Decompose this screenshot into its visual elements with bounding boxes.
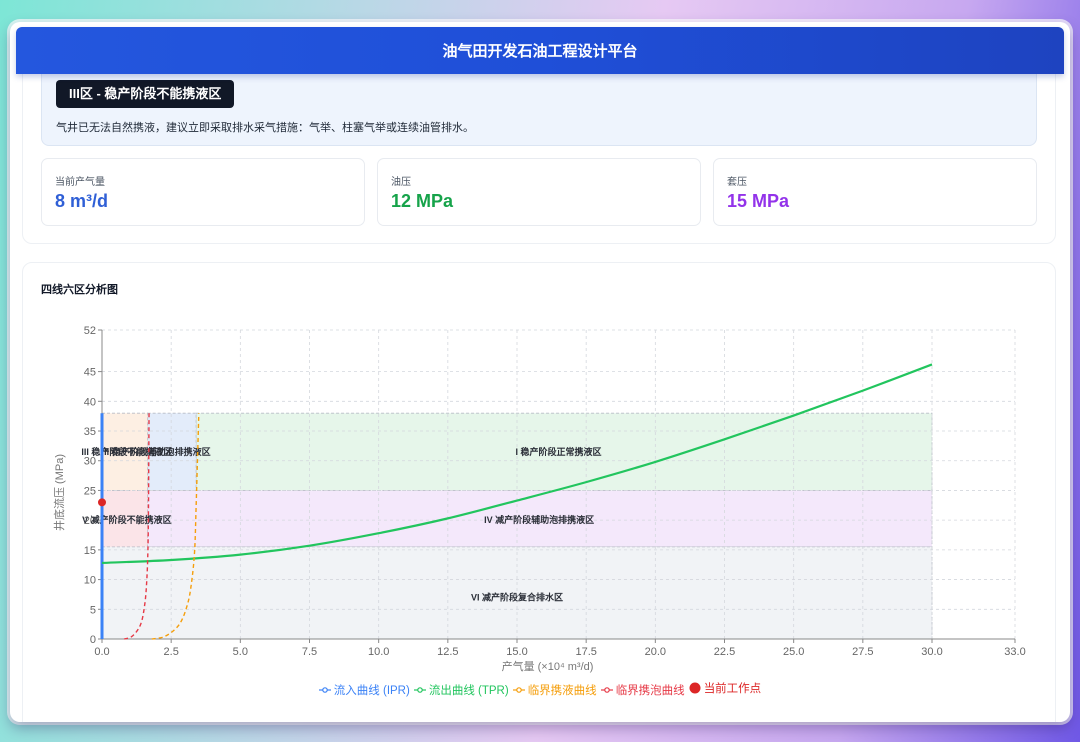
x-tick-label: 22.5 [714, 646, 735, 658]
y-tick-label: 40 [84, 396, 96, 408]
x-tick-label: 2.5 [164, 646, 179, 658]
zone-label: V 减产阶段不能携液区 [82, 514, 172, 525]
x-tick-label: 12.5 [437, 646, 458, 658]
chart-zone [147, 412, 197, 491]
x-axis-title: 产气量 (×10⁴ m³/d) [502, 659, 594, 673]
x-tick-label: 0.0 [94, 646, 109, 658]
legend-item[interactable]: 流出曲线 (TPR) [413, 682, 509, 698]
legend-label: 临界携泡曲线 [615, 685, 685, 697]
line-circle-icon [600, 687, 613, 693]
x-tick-label: 27.5 [852, 646, 873, 658]
chart-legend: 流入曲线 (IPR) 流出曲线 (TPR) 临界携液曲线 临界携泡曲线 当前工作点 [23, 680, 1057, 698]
app-header: 油气田开发石油工程设计平台 [16, 27, 1064, 74]
main-scroll-area[interactable]: III区 - 稳产阶段不能携液区 气井已无法自然携液，建议立即采取排水采气措施：… [10, 74, 1070, 722]
legend-item[interactable]: 临界携液曲线 [512, 682, 597, 698]
stat-label: 油压 [391, 177, 411, 188]
legend-item[interactable]: 临界携泡曲线 [600, 682, 685, 698]
alert-message: 气井已无法自然携液，建议立即采取排水采气措施：气举、柱塞气举或连续油管排水。 [56, 122, 474, 134]
stat-value: 15 MPa [727, 191, 790, 211]
zone-label: II 稳产阶段辅助泡排携液区 [104, 446, 211, 457]
chart-zone [101, 490, 149, 548]
stat-label: 套压 [727, 177, 747, 188]
x-tick-label: 20.0 [645, 646, 666, 658]
x-tick-label: 15.0 [506, 646, 527, 658]
stat-tubing-pressure: 油压 12 MPa [377, 158, 701, 226]
status-card: III区 - 稳产阶段不能携液区 气井已无法自然携液，建议立即采取排水采气措施：… [22, 74, 1056, 244]
y-axis-title: 井底流压 (MPa) [52, 454, 66, 531]
x-tick-label: 30.0 [921, 646, 942, 658]
legend-item[interactable]: 当前工作点 [689, 680, 762, 696]
y-tick-label: 52 [84, 325, 96, 337]
x-tick-label: 25.0 [783, 646, 804, 658]
filled-circle-icon [689, 682, 701, 694]
x-tick-label: 17.5 [575, 646, 596, 658]
zone-label: VI 减产阶段复合排水区 [471, 591, 563, 602]
zone-label: IV 减产阶段辅助泡排携液区 [484, 514, 594, 525]
stat-casing-pressure: 套压 15 MPa [713, 158, 1037, 226]
chart-title: 四线六区分析图 [41, 284, 118, 296]
x-tick-label: 5.0 [233, 646, 248, 658]
line-circle-icon [413, 687, 426, 693]
stat-gas-rate: 当前产气量 8 m³/d [41, 158, 365, 226]
series-line [101, 363, 933, 565]
line-circle-icon [318, 687, 331, 693]
y-tick-label: 10 [84, 575, 96, 587]
zone-label: I 稳产阶段正常携液区 [515, 446, 601, 457]
stat-value: 8 m³/d [55, 191, 109, 211]
x-tick-label: 10.0 [368, 646, 389, 658]
stat-value: 12 MPa [391, 191, 454, 211]
legend-label: 当前工作点 [703, 683, 762, 695]
zone-badge: III区 - 稳产阶段不能携液区 [56, 80, 235, 108]
zone-alert: III区 - 稳产阶段不能携液区 气井已无法自然携液，建议立即采取排水采气措施：… [41, 74, 1037, 146]
stat-label: 当前产气量 [55, 177, 105, 188]
y-tick-label: 45 [84, 367, 96, 379]
line-circle-icon [512, 687, 525, 693]
y-tick-label: 20 [84, 515, 96, 527]
chart-zone [147, 490, 933, 548]
y-tick-label: 0 [90, 634, 96, 646]
y-tick-label: 15 [84, 545, 96, 557]
legend-label: 流入曲线 (IPR) [333, 685, 410, 697]
chart-zone [195, 412, 933, 491]
current-operating-point[interactable] [98, 498, 106, 507]
x-tick-label: 7.5 [302, 646, 317, 658]
zone-label: III 稳产阶段不能携液区 [81, 446, 172, 457]
app-window: 油气田开发石油工程设计平台 III区 - 稳产阶段不能携液区 气井已无法自然携液… [10, 22, 1070, 722]
legend-label: 流出曲线 (TPR) [428, 685, 509, 697]
chart-card: 四线六区分析图 0.0 2.5 5.0 7.5 10.0 12.5 15.0 17.5 20.0… [22, 262, 1056, 722]
four-line-six-zone-chart[interactable]: 0.0 2.5 5.0 7.5 10.0 12.5 15.0 17.5 20.0 22.5 25.0… [23, 263, 1057, 678]
x-tick-label: 33.0 [1004, 646, 1025, 658]
legend-label: 临界携液曲线 [527, 685, 597, 697]
app-title: 油气田开发石油工程设计平台 [442, 43, 638, 60]
series-line [151, 413, 200, 640]
y-tick-label: 30 [84, 456, 96, 468]
y-tick-label: 25 [84, 485, 96, 497]
y-tick-label: 5 [90, 604, 96, 616]
legend-item[interactable]: 流入曲线 (IPR) [318, 682, 410, 698]
y-tick-label: 35 [84, 426, 96, 438]
